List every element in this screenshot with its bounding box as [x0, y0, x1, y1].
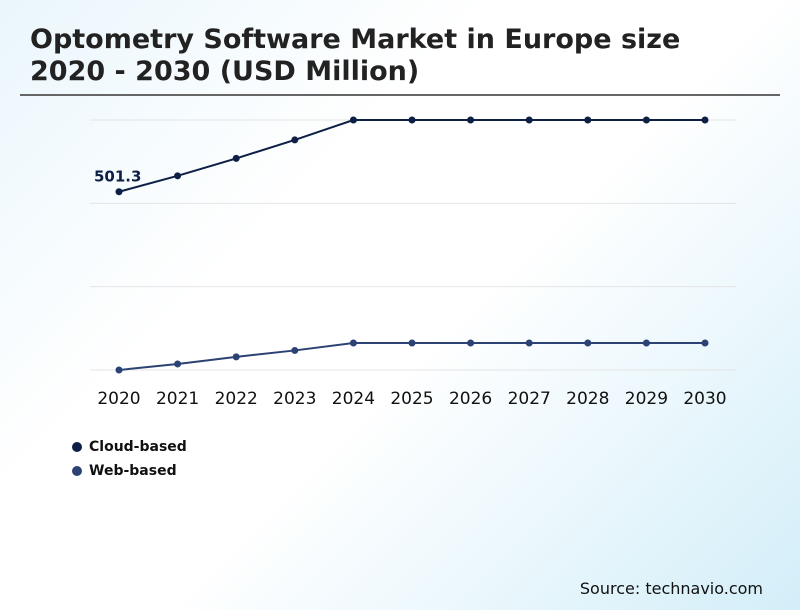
x-tick-label: 2029 [625, 389, 668, 409]
title-line-1: Optometry Software Market in Europe size [30, 24, 681, 55]
data-point [349, 339, 357, 347]
series-line-0 [118, 119, 705, 193]
data-point [349, 116, 357, 124]
source-text: Source: technavio.com [579, 579, 763, 598]
legend: Cloud-based Web-based [72, 435, 187, 483]
data-point [642, 116, 650, 124]
x-tick-label: 2023 [273, 389, 316, 409]
x-tick-label: 2022 [215, 389, 258, 409]
data-point [701, 339, 709, 347]
x-tick-label: 2027 [508, 389, 551, 409]
legend-label: Cloud-based [89, 439, 187, 455]
x-tick-label: 2024 [332, 389, 375, 409]
data-label: 501.3 [94, 168, 141, 186]
data-point [525, 116, 533, 124]
data-point [291, 136, 299, 144]
x-tick-label: 2025 [390, 389, 433, 409]
data-point [525, 339, 533, 347]
data-point [408, 339, 416, 347]
legend-label: Web-based [89, 463, 177, 479]
series-line-1 [118, 341, 705, 371]
data-point [642, 339, 650, 347]
x-tick-label: 2020 [97, 389, 140, 409]
data-point [467, 339, 475, 347]
data-point [291, 346, 299, 354]
data-point [408, 116, 416, 124]
data-point [232, 154, 240, 162]
data-point [115, 188, 123, 196]
title-divider [20, 94, 780, 96]
chart-title: Optometry Software Market in Europe size… [30, 24, 680, 88]
x-tick-label: 2030 [683, 389, 726, 409]
data-point [584, 339, 592, 347]
x-tick-label: 2021 [156, 389, 199, 409]
data-point [174, 360, 182, 368]
legend-dot-icon [72, 466, 82, 476]
x-tick-label: 2026 [449, 389, 492, 409]
legend-dot-icon [72, 442, 82, 452]
data-point [584, 116, 592, 124]
data-point [232, 353, 240, 361]
x-tick-label: 2028 [566, 389, 609, 409]
data-point [701, 116, 709, 124]
legend-item-cloud[interactable]: Cloud-based [72, 435, 187, 459]
data-point [174, 172, 182, 180]
legend-item-web[interactable]: Web-based [72, 459, 187, 483]
data-point [115, 366, 123, 374]
title-line-2: 2020 - 2030 (USD Million) [30, 56, 420, 87]
data-point [467, 116, 475, 124]
